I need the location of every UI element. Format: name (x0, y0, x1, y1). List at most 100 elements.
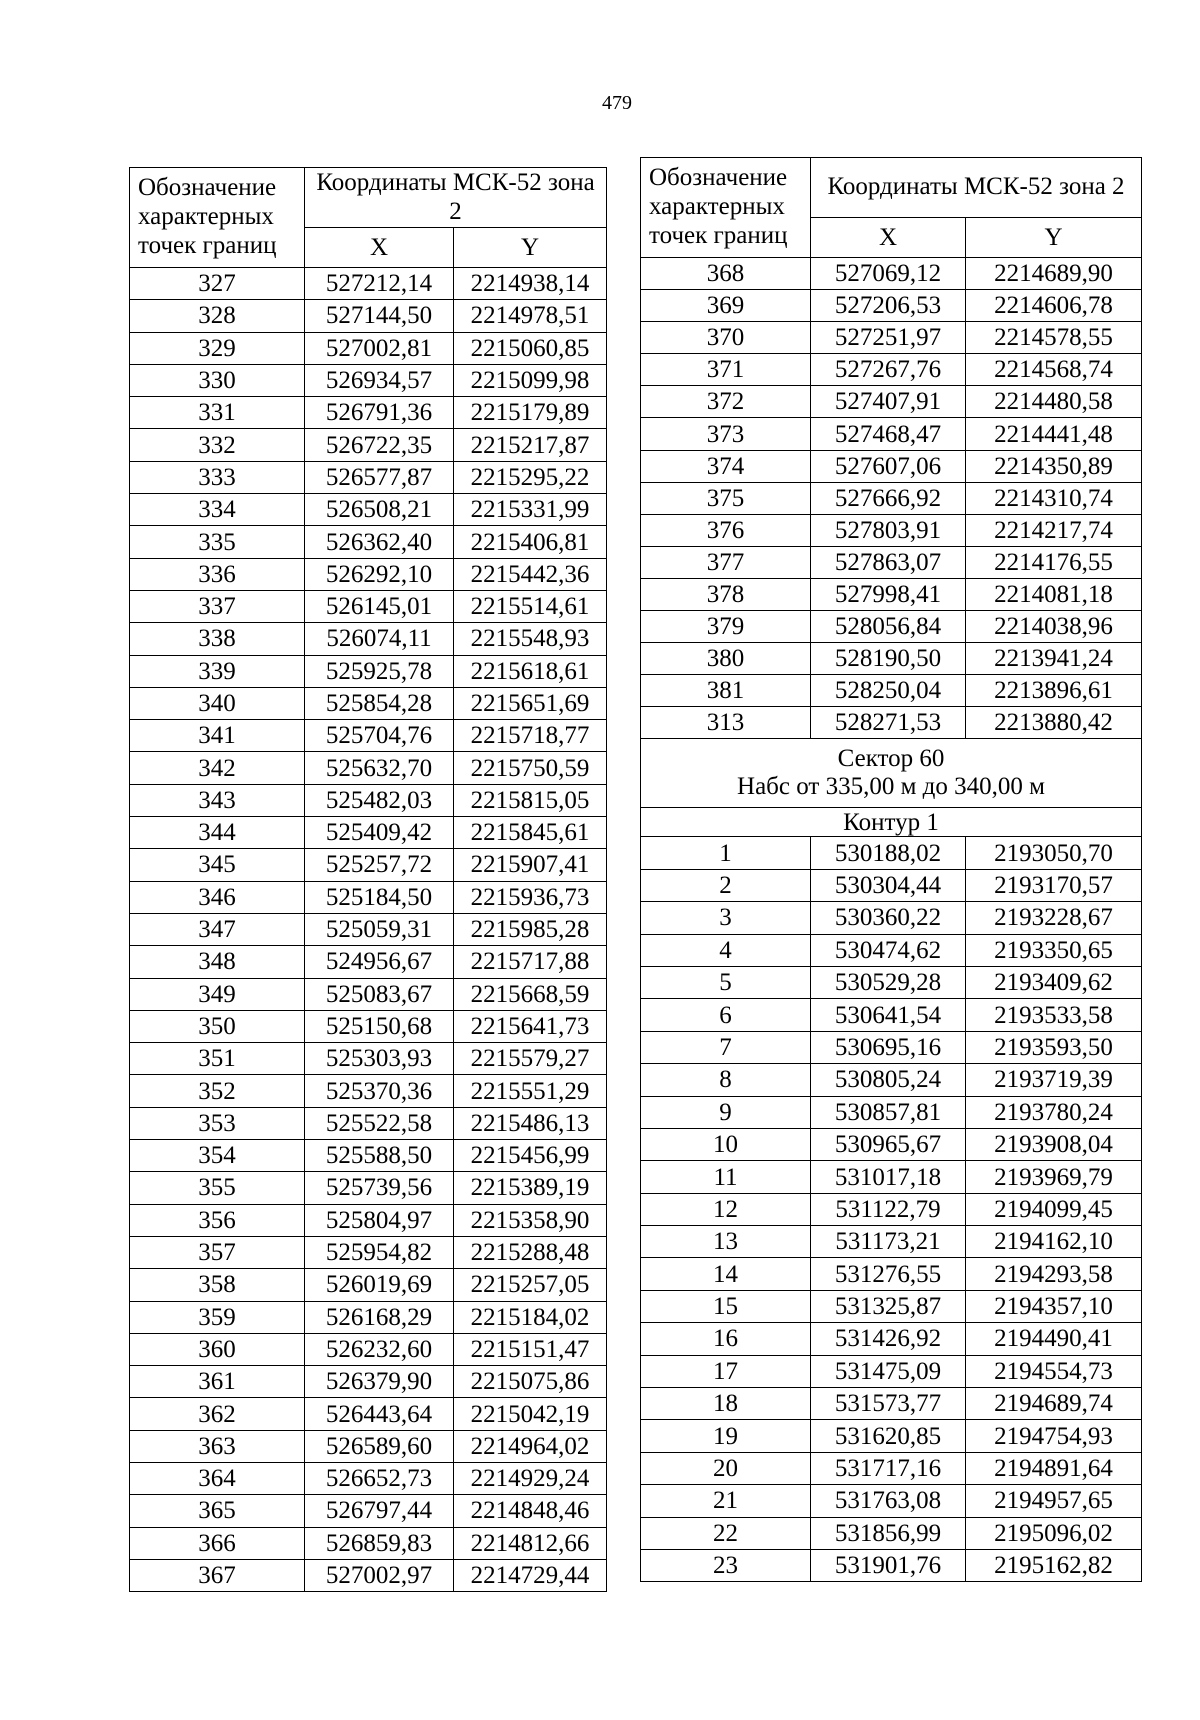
table-row: 2 530304,44 2193170,57 (640, 868, 1143, 903)
table-row: 12 531122,79 2194099,45 (640, 1192, 1143, 1227)
x-coordinate: 526443,64 (304, 1397, 454, 1431)
x-coordinate: 531901,76 (810, 1548, 966, 1583)
point-id: 368 (640, 256, 811, 291)
x-coordinate: 525370,36 (304, 1074, 454, 1108)
y-coordinate: 2193050,70 (964, 836, 1143, 870)
table-row: 313 528271,53 2213880,42 (640, 706, 1143, 740)
table-row: 367 527002,97 2214729,44 (129, 1558, 608, 1593)
table-row: 361 526379,90 2215075,86 (129, 1365, 608, 1399)
point-id: 333 (129, 460, 305, 495)
y-coordinate: 2215042,19 (452, 1397, 608, 1431)
x-coordinate: 527069,12 (810, 256, 966, 291)
point-id: 16 (640, 1322, 811, 1356)
table-row: 340 525854,28 2215651,69 (129, 686, 608, 721)
y-coordinate: 2214978,51 (452, 299, 608, 333)
x-coordinate: 526362,40 (304, 525, 454, 559)
x-coordinate: 525632,70 (304, 751, 454, 785)
x-coordinate: 525257,72 (304, 848, 454, 882)
table-row: 353 525522,58 2215486,13 (129, 1106, 608, 1141)
point-id: 21 (640, 1484, 811, 1518)
point-id: 356 (129, 1203, 305, 1237)
y-coordinate: 2215184,02 (452, 1300, 608, 1334)
point-id: 350 (129, 1009, 305, 1044)
x-coordinate: 525150,68 (304, 1009, 454, 1044)
x-coordinate: 526508,21 (304, 493, 454, 527)
table-row: 349 525083,67 2215668,59 (129, 977, 608, 1011)
point-id: 370 (640, 321, 811, 355)
y-coordinate: 2193780,24 (964, 1095, 1143, 1129)
y-coordinate: 2215750,59 (452, 751, 608, 785)
y-coordinate: 2193719,39 (964, 1063, 1143, 1097)
table-row: 330 526934,57 2215099,98 (129, 363, 608, 398)
table-row: 341 525704,76 2215718,77 (129, 719, 608, 753)
point-id: 7 (640, 1030, 811, 1065)
table-row: 15 531325,87 2194357,10 (640, 1289, 1143, 1324)
x-coordinate: 531325,87 (810, 1289, 966, 1324)
point-id: 377 (640, 545, 811, 579)
x-coordinate: 526797,44 (304, 1494, 454, 1528)
y-coordinate: 2215288,48 (452, 1235, 608, 1270)
table-row: 371 527267,76 2214568,74 (640, 353, 1143, 387)
table-row: 339 525925,78 2215618,61 (129, 654, 608, 688)
y-coordinate: 2193533,58 (964, 998, 1143, 1032)
x-coordinate: 528250,04 (810, 674, 966, 708)
point-id: 361 (129, 1365, 305, 1399)
table-row: 344 525409,42 2215845,61 (129, 816, 608, 850)
y-coordinate: 2193409,62 (964, 965, 1143, 1000)
x-coordinate: 526859,83 (304, 1526, 454, 1560)
coordinates-header: Координаты МСК-52 зона 2 (303, 167, 608, 228)
point-id: 351 (129, 1042, 305, 1076)
x-coordinate: 525303,93 (304, 1042, 454, 1076)
table-row: 356 525804,97 2215358,90 (129, 1203, 608, 1237)
table-row: 7 530695,16 2193593,50 (640, 1030, 1143, 1065)
table-row: 372 527407,91 2214480,58 (640, 385, 1143, 419)
table-row: 335 526362,40 2215406,81 (129, 525, 608, 559)
right-table: Обозначение характерных точек границ Коор… (639, 157, 1143, 1583)
x-coordinate: 526074,11 (304, 622, 454, 656)
y-coordinate: 2214812,66 (452, 1526, 608, 1560)
x-coordinate: 530304,44 (810, 868, 966, 903)
y-coordinate: 2214480,58 (964, 385, 1143, 419)
x-coordinate: 527002,97 (304, 1558, 454, 1593)
x-coordinate: 527998,41 (810, 577, 966, 612)
table-row: 362 526443,64 2215042,19 (129, 1397, 608, 1431)
point-id: 369 (640, 289, 811, 323)
point-id: 364 (129, 1461, 305, 1496)
y-coordinate: 2215548,93 (452, 622, 608, 656)
y-coordinate: 2215514,61 (452, 589, 608, 624)
point-id: 17 (640, 1354, 811, 1389)
x-coordinate: 527863,07 (810, 545, 966, 579)
x-coordinate: 526934,57 (304, 363, 454, 398)
point-id: 360 (129, 1332, 305, 1367)
x-coordinate: 531763,08 (810, 1484, 966, 1518)
x-coordinate: 527251,97 (810, 321, 966, 355)
table-row: 327 527212,14 2214938,14 (129, 266, 608, 301)
y-coordinate: 2193908,04 (964, 1127, 1143, 1162)
x-coordinate: 530474,62 (810, 933, 966, 967)
point-id: 11 (640, 1160, 811, 1194)
y-coordinate: 2215217,87 (452, 428, 608, 462)
y-coordinate: 2193969,79 (964, 1160, 1143, 1194)
y-coordinate: 2215551,29 (452, 1074, 608, 1108)
point-id: 354 (129, 1139, 305, 1173)
table-row: 360 526232,60 2215151,47 (129, 1332, 608, 1367)
x-coordinate: 525409,42 (304, 816, 454, 850)
designation-header: Обозначение характерных точек границ (640, 157, 811, 258)
y-coordinate: 2194891,64 (964, 1451, 1143, 1486)
x-coordinate: 525482,03 (304, 783, 454, 818)
designation-header: Обозначение характерных точек границ (129, 167, 305, 268)
table-row: 374 527607,06 2214350,89 (640, 449, 1143, 483)
table-row: 379 528056,84 2214038,96 (640, 610, 1143, 644)
left-table: Обозначение характерных точек границ Коор… (129, 167, 608, 1593)
x-coordinate: 526589,60 (304, 1429, 454, 1463)
y-coordinate: 2215486,13 (452, 1106, 608, 1141)
point-id: 328 (129, 299, 305, 333)
y-coordinate: 2215151,47 (452, 1332, 608, 1367)
y-coordinate: 2215717,88 (452, 945, 608, 979)
table-row: 21 531763,08 2194957,65 (640, 1484, 1143, 1518)
y-coordinate: 2215060,85 (452, 331, 608, 365)
y-coordinate: 2215936,73 (452, 880, 608, 914)
x-coordinate: 526145,01 (304, 589, 454, 624)
table-row: 11 531017,18 2193969,79 (640, 1160, 1143, 1194)
point-id: 380 (640, 642, 811, 676)
